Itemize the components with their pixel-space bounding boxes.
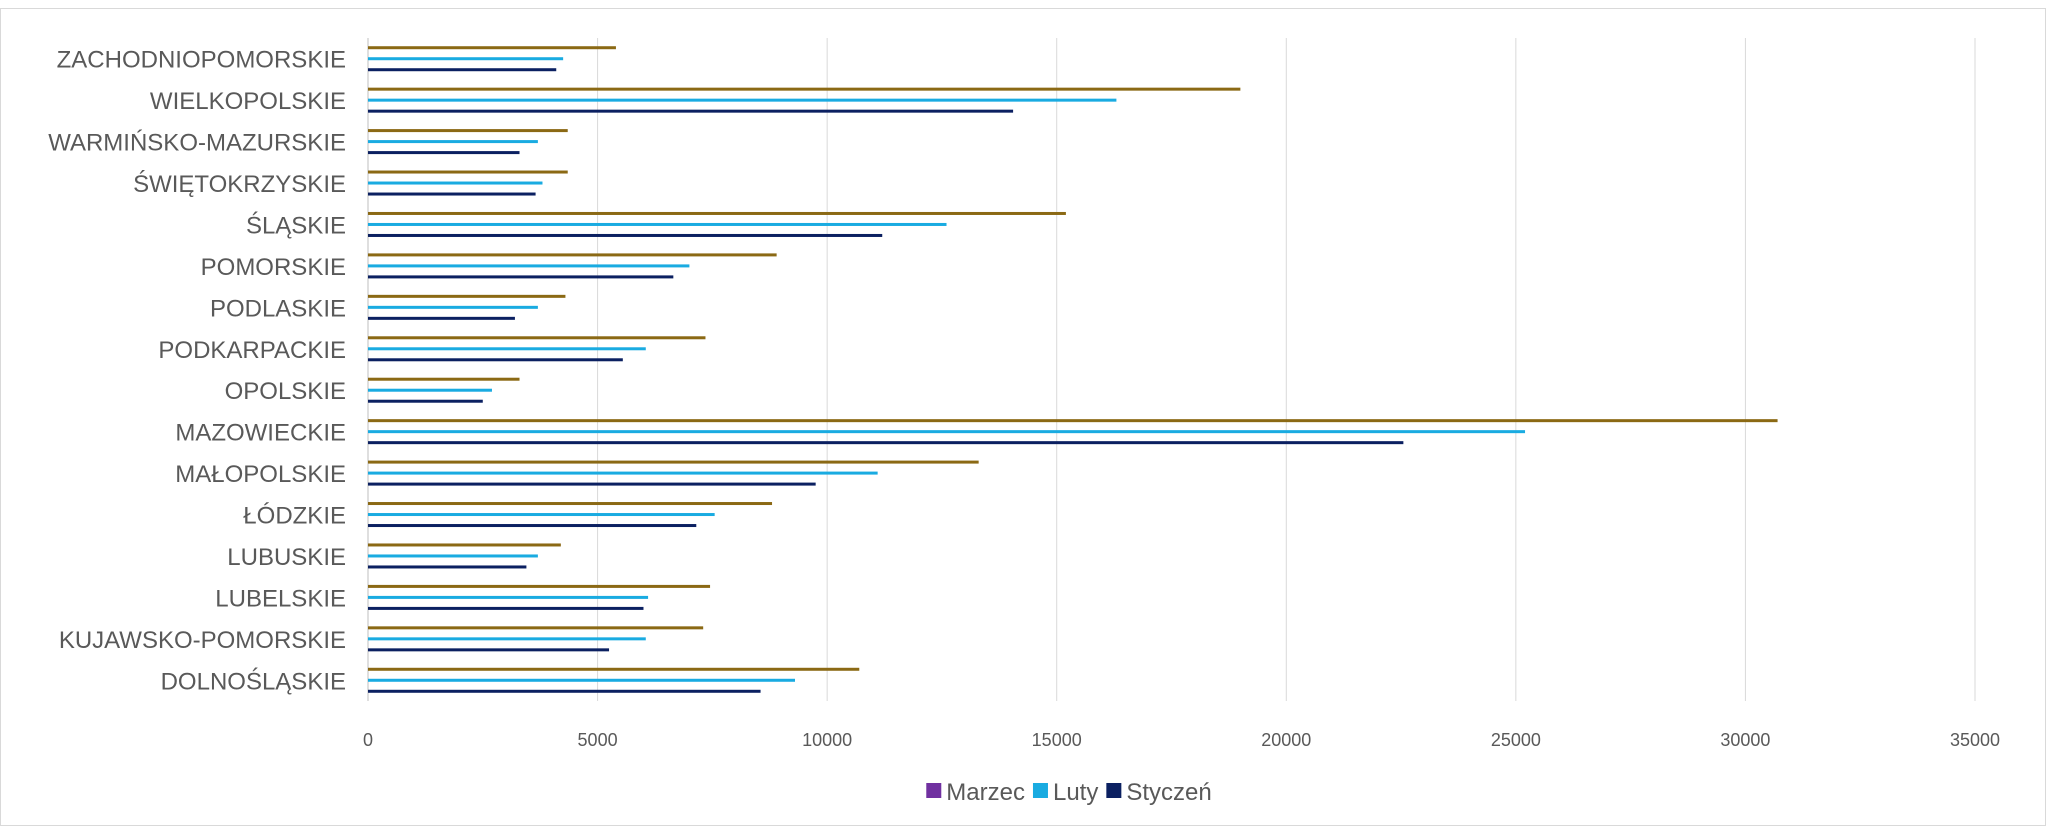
legend-swatch-luty: [1032, 783, 1048, 798]
bar-luty: [368, 347, 646, 351]
category-label: OPOLSKIE: [225, 378, 346, 405]
bar-luty: [368, 181, 543, 185]
bar-styczeń: [368, 524, 697, 528]
bar-styczeń: [368, 565, 527, 569]
legend-label: Styczeń: [1126, 779, 1211, 806]
bar-styczeń: [368, 482, 816, 486]
bar-luty: [368, 264, 690, 268]
category-label: PODLASKIE: [210, 295, 346, 322]
legend: Marzec Luty Styczeń: [926, 779, 1212, 806]
legend-label: Luty: [1053, 779, 1098, 806]
category-label: MAZOWIECKIE: [175, 420, 346, 447]
bar-marzec: [368, 543, 561, 547]
bar-marzec: [368, 253, 777, 257]
bar-luty: [368, 513, 715, 517]
category-label: MAŁOPOLSKIE: [175, 461, 346, 488]
category-label: LUBUSKIE: [227, 544, 346, 571]
bar-styczeń: [368, 399, 483, 403]
legend-swatch-marzec: [926, 783, 942, 798]
category-label: ŁÓDZKIE: [243, 503, 346, 530]
bar-luty: [368, 430, 1526, 434]
x-tick-label: 15000: [1032, 730, 1082, 750]
bar-marzec: [368, 377, 520, 381]
bar-luty: [368, 222, 947, 226]
bar-styczeń: [368, 441, 1404, 445]
x-tick-label: 25000: [1491, 730, 1541, 750]
category-label: KUJAWSKO-POMORSKIE: [59, 627, 346, 654]
bar-marzec: [368, 46, 616, 50]
bar-marzec: [368, 294, 566, 298]
bar-marzec: [368, 584, 711, 588]
x-tick-label: 10000: [802, 730, 852, 750]
bar-marzec: [368, 211, 1066, 215]
bar-styczeń: [368, 358, 623, 362]
bar-marzec: [368, 460, 979, 464]
bar-styczeń: [368, 606, 644, 610]
bar-luty: [368, 98, 1117, 102]
bar-luty: [368, 595, 649, 599]
bar-luty: [368, 637, 646, 641]
category-label: ŚLĄSKIE: [246, 211, 346, 239]
category-label: WARMIŃSKO-MAZURSKIE: [48, 130, 346, 157]
bar-marzec: [368, 502, 773, 506]
x-tick-label: 20000: [1261, 730, 1311, 750]
bar-luty: [368, 57, 564, 61]
legend-swatch-styczeń: [1106, 783, 1122, 798]
x-tick-label: 30000: [1720, 730, 1770, 750]
legend-label: Marzec: [946, 779, 1025, 806]
bar-styczeń: [368, 68, 557, 72]
chart-frame: [0, 8, 2046, 826]
x-tick-label: 0: [363, 730, 373, 750]
x-tick-label: 35000: [1950, 730, 2000, 750]
category-label: ZACHODNIOPOMORSKIE: [57, 47, 346, 74]
bar-luty: [368, 388, 492, 392]
bar-luty: [368, 471, 878, 475]
bar-luty: [368, 678, 796, 682]
bar-luty: [368, 140, 538, 144]
category-label: LUBELSKIE: [215, 585, 346, 612]
category-label: DOLNOŚLĄSKIE: [161, 667, 346, 695]
category-label: PODKARPACKIE: [158, 337, 346, 364]
bar-marzec: [368, 129, 568, 133]
x-tick-label: 5000: [578, 730, 618, 750]
bar-marzec: [368, 419, 1778, 423]
gridlines: [367, 38, 1976, 701]
bar-styczeń: [368, 689, 761, 693]
category-label: WIELKOPOLSKIE: [150, 88, 346, 115]
bar-styczeń: [368, 192, 536, 196]
bar-styczeń: [368, 316, 515, 320]
bar-styczeń: [368, 648, 610, 652]
category-label: POMORSKIE: [201, 254, 346, 281]
bar-marzec: [368, 667, 860, 671]
bar-marzec: [368, 170, 568, 174]
bar-styczeń: [368, 109, 1014, 113]
bar-marzec: [368, 87, 1241, 91]
bar-luty: [368, 554, 538, 558]
x-tick-labels: 0 5000 10000 15000 20000 25000 30000 35000: [363, 730, 2000, 750]
bar-marzec: [368, 336, 706, 340]
bar-styczeń: [368, 151, 520, 155]
bar-styczeń: [368, 233, 883, 237]
category-label: ŚWIĘTOKRZYSKIE: [133, 170, 346, 198]
bar-luty: [368, 305, 538, 309]
category-labels: DOLNOŚLĄSKIE KUJAWSKO-POMORSKIE LUBELSKIE L…: [48, 47, 346, 696]
bars: [368, 46, 1778, 693]
bar-marzec: [368, 626, 704, 630]
bar-styczeń: [368, 275, 674, 279]
